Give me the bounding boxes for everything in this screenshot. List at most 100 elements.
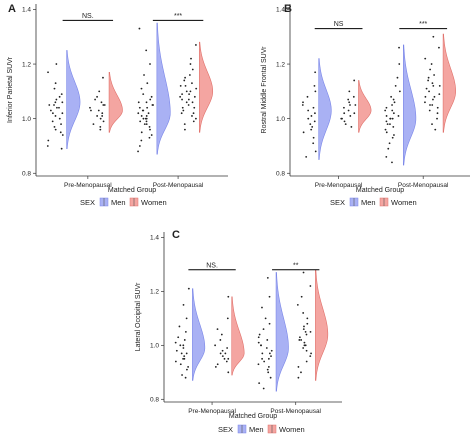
data-point [182, 303, 185, 306]
data-point [174, 360, 177, 363]
data-point [314, 150, 317, 153]
data-point [429, 68, 432, 71]
data-point [148, 136, 151, 139]
data-point [99, 125, 102, 128]
data-point [427, 79, 430, 82]
data-point [98, 90, 101, 93]
y-tick-label: 1.4 [150, 235, 159, 242]
significance-label: NS [334, 21, 344, 28]
significance-label: *** [419, 21, 427, 28]
raincloud-men-post [257, 272, 289, 392]
data-point [187, 98, 190, 101]
data-point [306, 317, 309, 320]
data-point [183, 79, 186, 82]
data-point [140, 139, 143, 142]
data-point [310, 352, 312, 355]
data-point [145, 101, 148, 104]
panel-b: B 0.8 1.0 1.2 1.4 Rostral Middle Frontal SUVr… [261, 3, 470, 207]
data-point [138, 27, 141, 30]
data-point [152, 104, 154, 106]
data-point [257, 341, 260, 344]
raincloud-women-post [424, 33, 456, 133]
data-point [181, 93, 184, 95]
data-point [219, 352, 222, 355]
data-point [267, 357, 270, 360]
data-point [142, 109, 145, 112]
raincloud-men-pre [174, 287, 206, 381]
data-point [393, 134, 395, 136]
data-point [266, 339, 269, 341]
data-point [92, 123, 95, 126]
data-point [386, 123, 389, 126]
data-point [302, 347, 305, 349]
data-point [300, 339, 303, 341]
data-point [58, 117, 61, 120]
data-point [385, 155, 388, 158]
data-point [227, 371, 230, 374]
data-point [348, 101, 351, 104]
data-point [55, 63, 58, 65]
data-point [54, 101, 57, 104]
data-point [192, 120, 195, 123]
data-point [349, 115, 352, 117]
data-point [100, 101, 103, 104]
data-point [191, 82, 193, 85]
data-point [309, 330, 312, 333]
data-point [193, 106, 196, 109]
data-point [182, 109, 185, 112]
data-point [429, 104, 431, 106]
data-point [102, 120, 105, 123]
legend-label-men: Men [111, 198, 126, 207]
data-point [266, 368, 269, 371]
data-point [343, 112, 346, 115]
data-point [431, 104, 434, 106]
data-point [343, 120, 346, 123]
data-point [391, 104, 393, 106]
data-point [187, 104, 190, 106]
data-point [142, 117, 145, 120]
data-point [53, 87, 56, 90]
data-point [47, 71, 49, 74]
data-point [296, 303, 299, 306]
data-point [149, 98, 152, 101]
y-tick-label: 1.0 [276, 116, 285, 123]
data-point [304, 344, 307, 347]
data-point [149, 128, 151, 131]
data-point [96, 115, 99, 117]
data-point [313, 85, 316, 87]
data-point [181, 98, 183, 101]
data-point [314, 90, 317, 93]
data-point [398, 46, 400, 49]
data-point [297, 376, 300, 379]
data-point [189, 63, 192, 65]
data-point [47, 139, 50, 142]
data-point [298, 336, 301, 339]
data-point [313, 120, 316, 123]
data-point [398, 90, 401, 93]
data-point [223, 357, 226, 360]
y-tick-label: 1.4 [22, 7, 31, 14]
data-point [305, 349, 308, 352]
data-point [187, 366, 190, 368]
data-point [433, 74, 435, 76]
legend: SEX Men Women [80, 197, 167, 207]
data-point [262, 387, 265, 390]
x-tick-label: Post-Menopausal [153, 182, 204, 189]
raincloud-women-post [179, 41, 214, 133]
data-point [262, 328, 265, 331]
y-axis-title: Inferior Parietal SUVr [7, 56, 14, 123]
data-point [270, 355, 272, 358]
data-point [137, 101, 140, 104]
data-point [385, 131, 388, 134]
data-point [61, 134, 64, 136]
data-point [181, 374, 183, 376]
data-point [312, 106, 315, 109]
data-point [312, 136, 315, 139]
significance-label: NS. [82, 13, 94, 20]
data-point [214, 344, 217, 347]
data-point [146, 106, 149, 109]
raincloud-women-pre [340, 79, 372, 133]
data-point [385, 120, 388, 123]
data-point [224, 352, 227, 355]
